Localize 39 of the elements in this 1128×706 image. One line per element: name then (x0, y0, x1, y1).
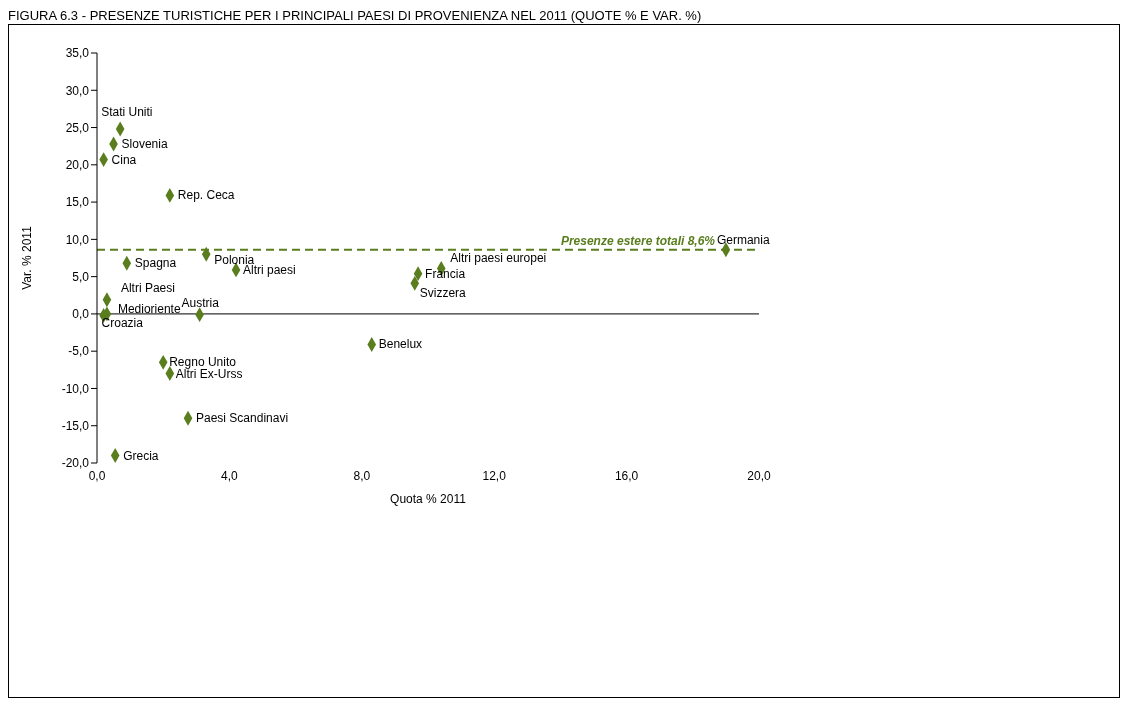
y-tick-label: -5,0 (68, 344, 90, 359)
annotation: Cina (111, 152, 137, 167)
annotation: Altri paesi europei (450, 251, 547, 266)
annotation: Francia (425, 266, 466, 281)
annotation: Paesi Scandinavi (196, 411, 289, 426)
x-tick-label: 8,0 (353, 468, 371, 483)
x-tick-label: 20,0 (747, 468, 771, 483)
x-tick-label: 0,0 (88, 468, 106, 483)
y-tick-label: 20,0 (65, 158, 90, 173)
annotation: Regno Unito (169, 355, 237, 370)
y-tick-label: 35,0 (65, 46, 90, 61)
annotation: Grecia (123, 448, 159, 463)
y-tick-label: 30,0 (65, 83, 90, 98)
y-tick-label: 15,0 (65, 195, 90, 210)
y-tick-label: -15,0 (61, 418, 90, 433)
chart-title: FIGURA 6.3 - PRESENZE TURISTICHE PER I PRINCIPALI PAESI DI PROVENIENZA NEL 2011 (QUOTE % E VAR. %) (8, 8, 703, 24)
y-axis-title: Var. % 2011 (20, 225, 35, 290)
annotation: Medioriente (117, 301, 181, 316)
annotation: Germania (716, 232, 770, 247)
y-tick-label: 25,0 (65, 120, 90, 135)
y-tick-label: 5,0 (72, 269, 90, 284)
y-tick-label: 10,0 (65, 232, 90, 247)
annotation: Spagna (134, 256, 177, 271)
x-axis-title: Quota % 2011 (390, 492, 467, 506)
annotation: Benelux (378, 337, 423, 352)
annotation: Austria (181, 295, 220, 310)
ref-line-label: Presenze estere totali 8,6% (560, 233, 716, 248)
y-tick-label: 0,0 (72, 307, 90, 322)
annotation: Croazia (101, 316, 144, 331)
y-tick-label: -20,0 (61, 456, 90, 471)
y-tick-label: -10,0 (61, 381, 90, 396)
x-tick-label: 16,0 (614, 468, 639, 483)
annotation: Altri Paesi (120, 280, 175, 295)
x-tick-label: 12,0 (482, 468, 507, 483)
annotation: Stati Uniti (101, 105, 153, 120)
annotation: Slovenia (121, 136, 168, 151)
annotation: Svizzera (419, 286, 467, 301)
x-tick-label: 4,0 (221, 468, 239, 483)
annotation: Rep. Ceca (177, 188, 235, 203)
